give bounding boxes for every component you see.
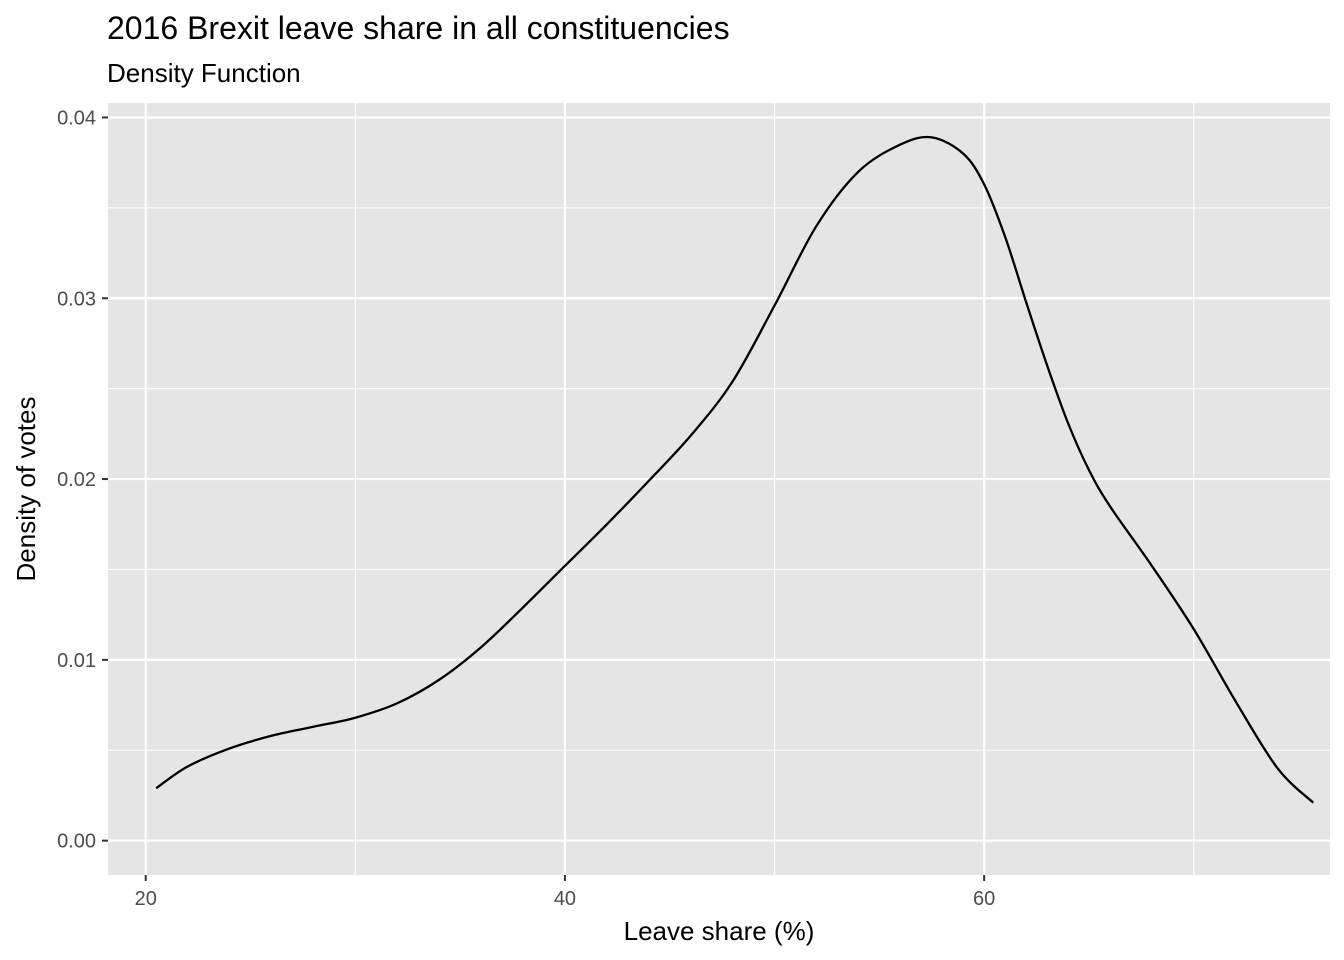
- density-curve: [155, 135, 1315, 804]
- minor-gridlines: [108, 103, 1330, 875]
- major-gridlines: [108, 103, 1330, 875]
- x-axis-title: Leave share (%): [624, 916, 815, 946]
- y-tick-label: 0.01: [57, 650, 96, 672]
- plot-panel: [108, 103, 1330, 875]
- y-axis: 0.00 0.01 0.02 0.03 0.04: [57, 107, 108, 853]
- x-tick-label: 40: [554, 888, 576, 910]
- x-axis: 20 40 60: [135, 875, 995, 910]
- chart-subtitle: Density Function: [107, 58, 301, 88]
- series-layer: [155, 135, 1315, 804]
- x-tick-label: 20: [135, 888, 157, 910]
- y-tick-label: 0.04: [57, 107, 96, 129]
- y-axis-title: Density of votes: [11, 397, 41, 582]
- y-tick-label: 0.00: [57, 831, 96, 853]
- y-tick-label: 0.02: [57, 469, 96, 491]
- y-tick-label: 0.03: [57, 288, 96, 310]
- x-tick-label: 60: [973, 888, 995, 910]
- chart-title: 2016 Brexit leave share in all constitue…: [107, 10, 730, 46]
